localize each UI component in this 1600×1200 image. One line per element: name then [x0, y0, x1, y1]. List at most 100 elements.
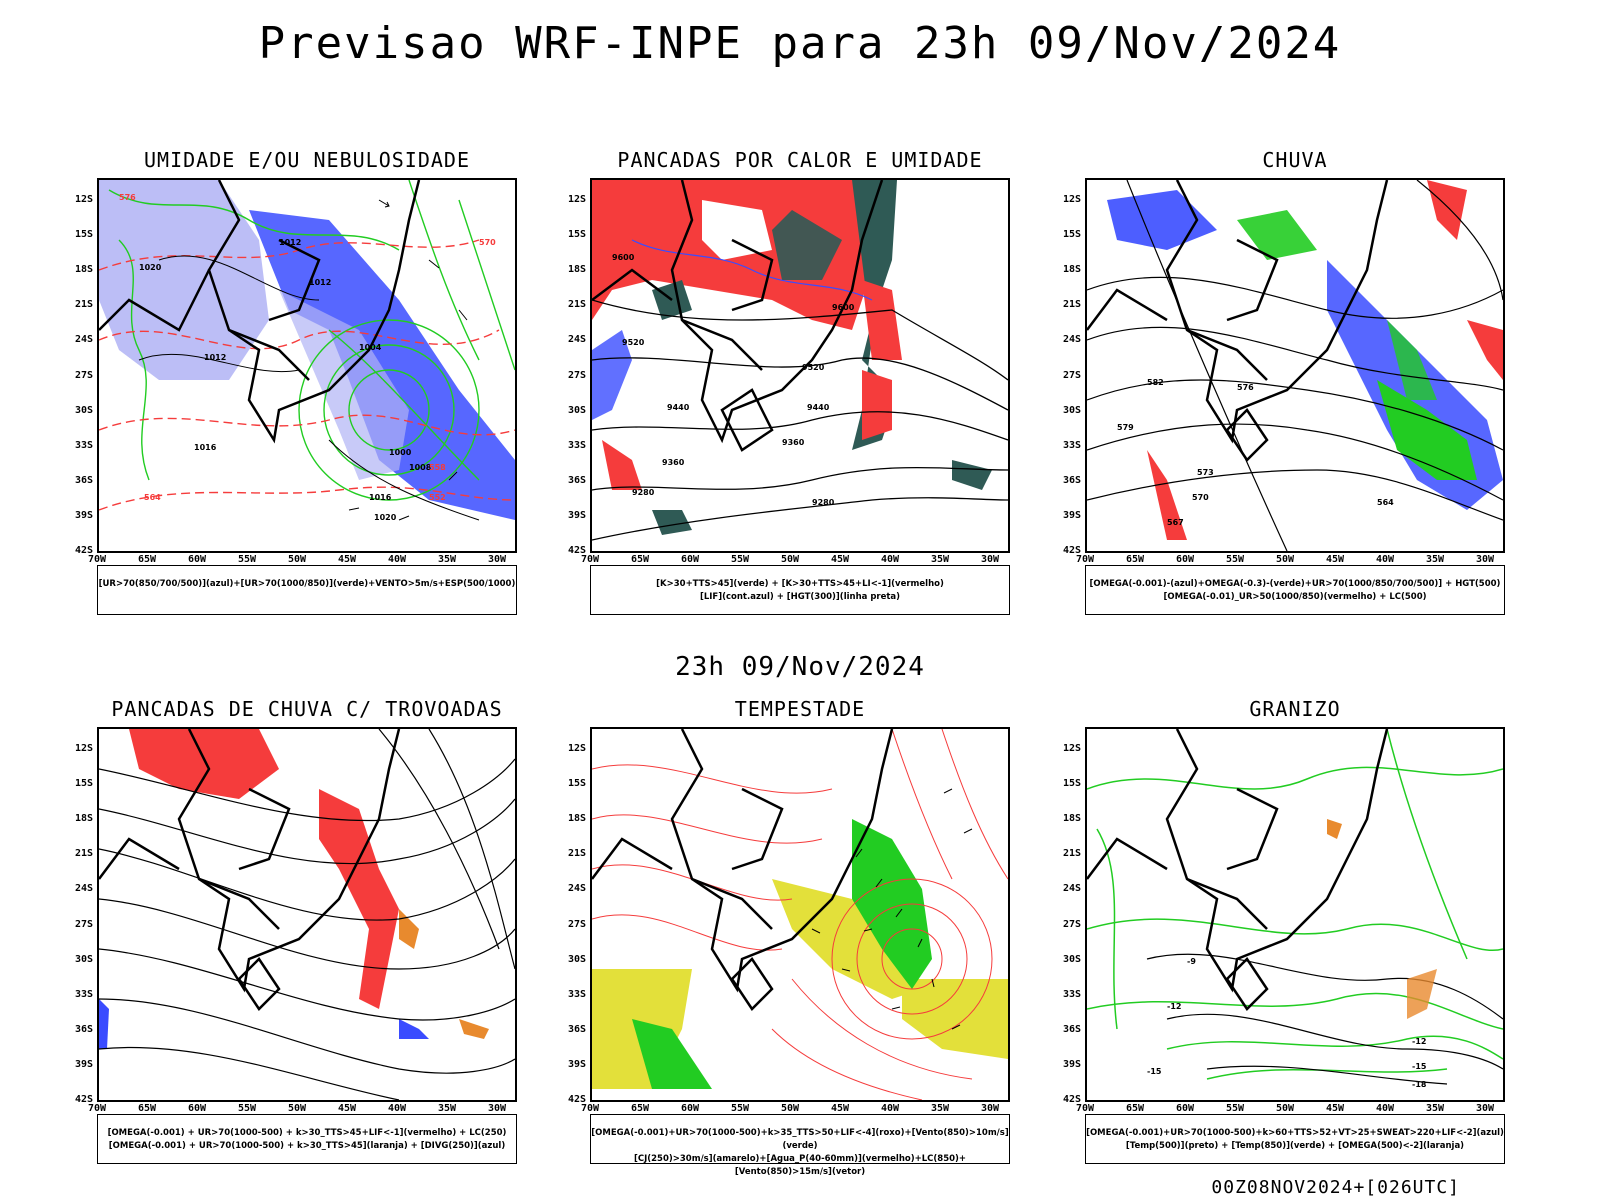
lat-tick-label: 30S	[567, 953, 586, 965]
panel-title: GRANIZO	[1249, 697, 1341, 721]
lat-tick-label: 42S	[1062, 1094, 1081, 1105]
lat-tick-label: 39S	[567, 509, 586, 521]
map-trovoadas	[97, 727, 517, 1102]
panel-pancadas-calor: PANCADAS POR CALOR E UMIDADE	[568, 148, 1010, 618]
lon-tick-label: 45W	[1325, 554, 1345, 565]
height-label: 9600	[612, 253, 635, 262]
lat-tick-label: 24S	[567, 334, 586, 346]
height-label: 579	[1117, 423, 1134, 432]
panel-legend: [OMEGA(-0.001)+UR>70(1000-500)+k>35_TTS>…	[590, 1114, 1010, 1177]
isobar-label: 1012	[309, 278, 331, 287]
lat-tick-label: 39S	[567, 1058, 586, 1070]
lat-tick-label: 18S	[1062, 264, 1081, 276]
panel-legend: [OMEGA(-0.001)+UR>70(1000-500)+k>60+TTS>…	[1085, 1114, 1505, 1164]
height-label: 9440	[667, 403, 690, 412]
lon-tick-label: 70W	[1075, 1103, 1095, 1114]
lon-tick-label: 70W	[580, 1103, 600, 1114]
lat-tick-label: 33S	[74, 439, 93, 451]
lon-tick-label: 70W	[87, 554, 107, 565]
lon-tick-label: 65W	[1125, 554, 1145, 565]
lon-tick-label: 30W	[1475, 1103, 1495, 1114]
height-label: 9600	[832, 303, 855, 312]
thickness-label: 570	[479, 238, 496, 247]
legend-line: [LIF](cont.azul) + [HGT(300)](linha pret…	[699, 592, 901, 602]
legend-line: [K>30+TTS>45](verde) + [K>30+TTS>45+LI<-…	[656, 579, 944, 589]
lon-tick-label: 50W	[1275, 554, 1295, 565]
lat-tick-label: 42S	[567, 1094, 586, 1105]
temp-label: -12	[1167, 1002, 1181, 1011]
lon-tick-label: 35W	[437, 554, 457, 565]
temp-label: -15	[1412, 1062, 1427, 1071]
height-label: 9280	[812, 498, 835, 507]
panel-title: PANCADAS DE CHUVA C/ TROVOADAS	[111, 697, 503, 721]
panel-trovoadas: PANCADAS DE CHUVA C/ TROVOADAS	[75, 697, 517, 1167]
lon-tick-label: 40W	[1375, 1103, 1395, 1114]
thickness-label: 564	[144, 493, 161, 502]
height-label: 9360	[782, 438, 805, 447]
lon-tick-label: 55W	[730, 1103, 750, 1114]
mid-title: 23h 09/Nov/2024	[675, 652, 925, 682]
lon-tick-label: 45W	[830, 554, 850, 565]
lat-tick-label: 15S	[1062, 778, 1081, 790]
legend-line: [UR>70(850/700/500)](azul)+[UR>70(1000/8…	[98, 579, 516, 589]
legend-line: [OMEGA(-0.001)+UR>70(1000-500)+k>35_TTS>…	[591, 1128, 1009, 1151]
lon-tick-label: 65W	[137, 554, 157, 565]
temp-label: -9	[1187, 957, 1196, 966]
lon-tick-label: 50W	[780, 554, 800, 565]
isobar-label: 1016	[369, 493, 392, 502]
panel-umidade: UMIDADE E/OU NEBULOSIDADE	[75, 148, 517, 618]
lat-tick-label: 21S	[1062, 299, 1081, 311]
lon-tick-label: 65W	[137, 1103, 157, 1114]
lat-tick-label: 36S	[567, 1023, 586, 1035]
lat-tick-label: 15S	[567, 229, 586, 241]
panel-title: PANCADAS POR CALOR E UMIDADE	[617, 148, 983, 172]
lat-tick-label: 42S	[74, 545, 93, 556]
lon-tick-label: 65W	[1125, 1103, 1145, 1114]
lat-tick-label: 24S	[74, 334, 93, 346]
lon-tick-label: 65W	[630, 1103, 650, 1114]
height-label: 9520	[802, 363, 825, 372]
lat-tick-label: 21S	[74, 848, 93, 860]
lon-tick-label: 70W	[1075, 554, 1095, 565]
lon-tick-label: 60W	[1175, 554, 1195, 565]
isobar-label: 1016	[194, 443, 217, 452]
lat-tick-label: 12S	[567, 743, 586, 754]
height-label: 9440	[807, 403, 830, 412]
temp-label: -15	[1147, 1067, 1162, 1076]
lat-tick-label: 30S	[74, 953, 93, 965]
lat-tick-label: 21S	[74, 299, 93, 311]
lat-tick-label: 18S	[1062, 813, 1081, 825]
height-label: 567	[1167, 518, 1184, 527]
lon-tick-label: 35W	[1425, 554, 1445, 565]
map-umidade: 1012 1012 1020 1016 1012 1004 1000 1008 …	[97, 178, 517, 553]
thickness-label: 576	[119, 193, 136, 202]
lon-tick-label: 35W	[930, 554, 950, 565]
legend-line: [OMEGA(-0.001)-(azul)+OMEGA(-0.3)-(verde…	[1089, 579, 1501, 589]
lat-tick-label: 24S	[74, 883, 93, 895]
isobar-label: 1020	[374, 513, 397, 522]
main-title: Previsao WRF-INPE para 23h 09/Nov/2024	[258, 18, 1342, 69]
map-tempestade	[590, 727, 1010, 1102]
height-label: 582	[1147, 378, 1164, 387]
lat-tick-label: 42S	[567, 545, 586, 556]
lat-tick-label: 39S	[1062, 1058, 1081, 1070]
legend-line: [OMEGA(-0.001) + UR>70(1000-500) + k>30_…	[108, 1141, 506, 1151]
lat-tick-label: 33S	[1062, 988, 1081, 1000]
lon-tick-label: 35W	[1425, 1103, 1445, 1114]
lat-tick-label: 24S	[1062, 883, 1081, 895]
lat-tick-label: 36S	[74, 474, 93, 486]
panel-tempestade: TEMPESTADE	[568, 697, 1010, 1177]
lon-tick-label: 50W	[287, 1103, 307, 1114]
lat-tick-label: 27S	[74, 369, 93, 381]
map-pancadas-calor: 9600 9600 9520 9520 9440 9440 9360 9360 …	[590, 178, 1010, 553]
panel-chuva: CHUVA	[1063, 148, 1505, 618]
lat-tick-label: 27S	[567, 918, 586, 930]
lon-tick-label: 60W	[187, 554, 207, 565]
lat-tick-label: 12S	[74, 743, 93, 754]
lat-tick-label: 33S	[567, 439, 586, 451]
lon-tick-label: 30W	[980, 554, 1000, 565]
height-label: 9520	[622, 338, 645, 347]
lat-tick-label: 15S	[74, 229, 93, 241]
lat-tick-label: 42S	[74, 1094, 93, 1105]
lon-tick-label: 55W	[730, 554, 750, 565]
